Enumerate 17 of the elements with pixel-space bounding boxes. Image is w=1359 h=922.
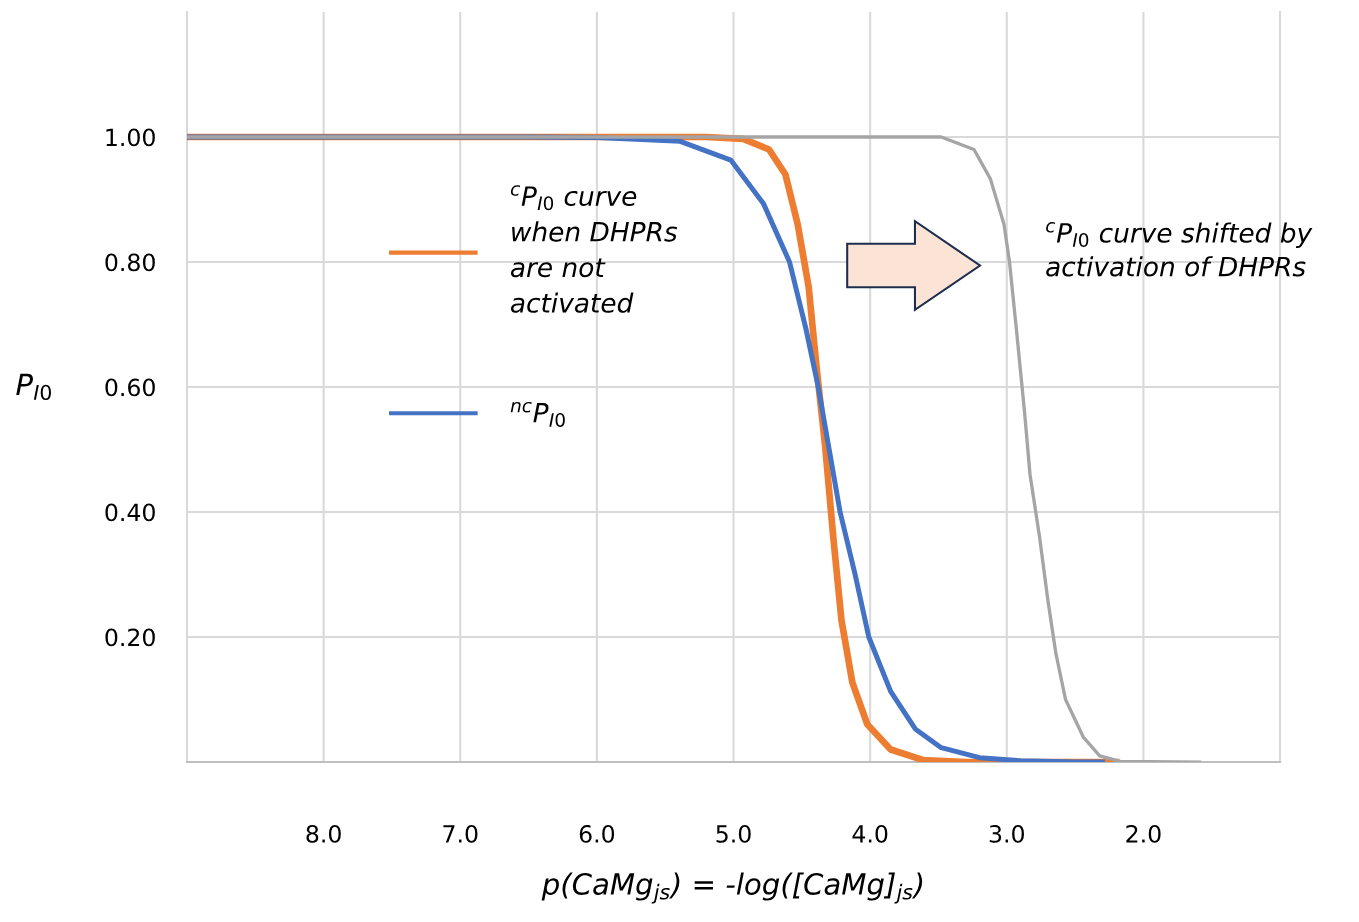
x-tick-label: 7.0 — [443, 824, 478, 843]
legend-label: $^{c}$P$_{I0}$ curve when DHPRs are not activated — [510, 185, 678, 313]
y-tick-label: 0.80 — [105, 253, 155, 272]
x-axis-title: p(CaMg$_{js}$) = -log([CaMg]$_{js}$) — [541, 872, 923, 904]
y-axis-title: P$_{I0}$ — [16, 373, 51, 401]
x-tick-label: 3.0 — [989, 824, 1024, 843]
y-tick-label: 0.20 — [105, 628, 155, 647]
y-tick-label: 0.40 — [105, 503, 155, 522]
x-tick-label: 6.0 — [579, 824, 615, 843]
x-tick-label: 4.0 — [852, 824, 888, 843]
y-tick-label: 1.00 — [106, 128, 155, 147]
x-tick-label: 8.0 — [306, 824, 341, 843]
x-tick-label: 5.0 — [716, 824, 751, 843]
legend-label: $^{nc}$P$_{I0}$ — [510, 401, 565, 427]
x-tick-label: 2.0 — [1126, 824, 1161, 843]
annotation: $^{c}$P$_{I0}$ curve shifted by activation of DHPRs — [1046, 222, 1313, 277]
y-tick-label: 0.60 — [105, 378, 155, 397]
